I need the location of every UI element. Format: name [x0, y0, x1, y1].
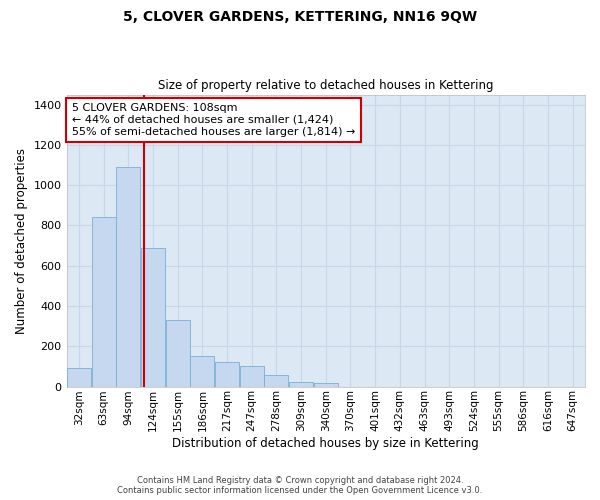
Bar [289, 382, 313, 386]
Bar [240, 366, 263, 386]
Bar [116, 167, 140, 386]
Bar [215, 362, 239, 386]
Bar [190, 356, 214, 386]
Y-axis label: Number of detached properties: Number of detached properties [15, 148, 28, 334]
Bar [67, 368, 91, 386]
Bar [314, 383, 338, 386]
Bar [141, 248, 165, 386]
Text: 5 CLOVER GARDENS: 108sqm
← 44% of detached houses are smaller (1,424)
55% of sem: 5 CLOVER GARDENS: 108sqm ← 44% of detach… [72, 104, 355, 136]
Bar [92, 218, 116, 386]
Text: Contains HM Land Registry data © Crown copyright and database right 2024.
Contai: Contains HM Land Registry data © Crown c… [118, 476, 482, 495]
Bar [166, 320, 190, 386]
Title: Size of property relative to detached houses in Kettering: Size of property relative to detached ho… [158, 79, 494, 92]
Bar [265, 376, 289, 386]
X-axis label: Distribution of detached houses by size in Kettering: Distribution of detached houses by size … [172, 437, 479, 450]
Text: 5, CLOVER GARDENS, KETTERING, NN16 9QW: 5, CLOVER GARDENS, KETTERING, NN16 9QW [123, 10, 477, 24]
